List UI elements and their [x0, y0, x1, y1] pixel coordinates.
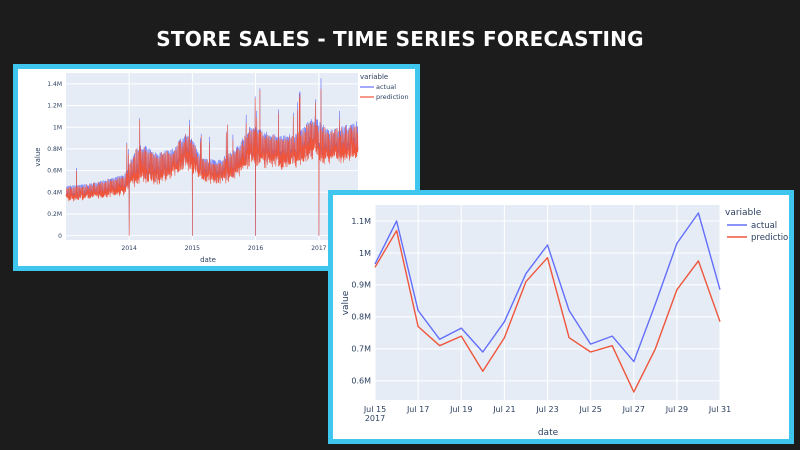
legend-title: variable: [360, 73, 388, 81]
x-tick-label: Jul 17: [406, 405, 429, 414]
y-tick-label: 1M: [359, 249, 371, 258]
x-tick-label: Jul 23: [535, 405, 558, 414]
zoom-chart-card: 0.6M 0.7M 0.8M 0.9M 1M 1.1M Jul 15 2017 Jul 17 Ju…: [328, 190, 794, 444]
legend[interactable]: variable actual prediction: [725, 208, 789, 243]
x-axis-label: date: [200, 256, 216, 264]
y-axis-label: value: [34, 147, 42, 166]
x-tick-sublabel: 2017: [365, 414, 385, 423]
y-tick-label: 1.1M: [351, 217, 371, 226]
x-tick-label: 2016: [248, 245, 263, 252]
y-tick-label: 0.2M: [47, 211, 62, 218]
x-tick-label: 2014: [122, 245, 137, 252]
y-tick-label: 0.6M: [351, 377, 371, 386]
legend-item-prediction[interactable]: prediction: [376, 93, 409, 101]
x-tick-label: Jul 31: [708, 405, 731, 414]
y-tick-label: 0.8M: [351, 313, 371, 322]
y-tick-label: 1M: [53, 124, 62, 131]
y-tick-label: 0.6M: [47, 168, 62, 175]
page-title: STORE SALES - TIME SERIES FORECASTING: [0, 27, 800, 51]
x-tick-label: Jul 21: [492, 405, 515, 414]
legend[interactable]: variable actual prediction: [360, 73, 409, 101]
legend-item-actual[interactable]: actual: [751, 221, 777, 231]
x-tick-label: 2015: [185, 245, 200, 252]
y-tick-label: 0.4M: [47, 189, 62, 196]
x-tick-label: Jul 19: [449, 405, 472, 414]
legend-title: variable: [725, 208, 762, 218]
y-tick-label: 0: [58, 233, 62, 240]
x-tick-label: Jul 15: [363, 405, 386, 414]
y-tick-label: 1.2M: [47, 103, 62, 110]
x-axis-label: date: [538, 428, 559, 438]
y-axis-label: value: [341, 290, 351, 315]
legend-item-actual[interactable]: actual: [376, 83, 396, 91]
x-tick-label: Jul 27: [622, 405, 645, 414]
plot-area: [66, 73, 358, 240]
legend-item-prediction[interactable]: prediction: [751, 233, 789, 243]
y-tick-label: 0.7M: [351, 345, 371, 354]
y-tick-label: 0.8M: [47, 146, 62, 153]
x-tick-label: Jul 25: [578, 405, 601, 414]
y-tick-label: 0.9M: [351, 281, 371, 290]
x-tick-label: 2017: [311, 245, 326, 252]
y-tick-label: 1.4M: [47, 81, 62, 88]
x-tick-label: Jul 29: [665, 405, 688, 414]
